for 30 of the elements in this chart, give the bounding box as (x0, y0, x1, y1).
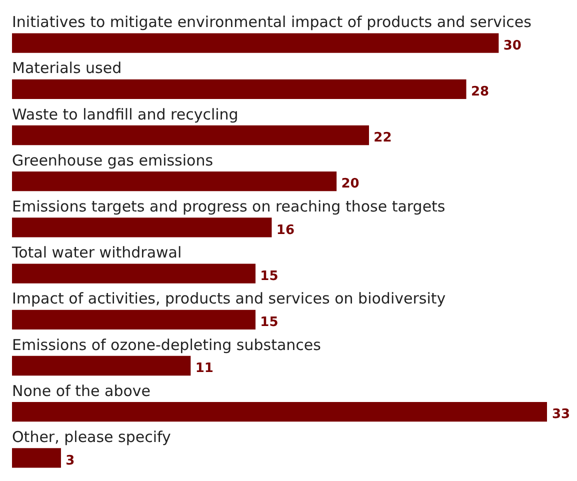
bar (12, 448, 61, 468)
bar (12, 218, 272, 238)
y-tick-label: Materials used (12, 59, 122, 78)
y-tick-label: Emissions of ozone-depleting substances (12, 336, 322, 354)
y-tick-label: None of the above (12, 382, 151, 400)
bar (12, 356, 191, 376)
data-label: 11 (195, 361, 214, 376)
y-tick-label: Greenhouse gas emissions (12, 151, 214, 170)
y-tick-label: Waste to landfill and recycling (12, 105, 238, 124)
y-tick-label: Total water withdrawal (11, 244, 182, 262)
y-tick-label: Initiatives to mitigate environmental impact of products and services (12, 13, 532, 32)
y-tick-label: Other, please specify (12, 428, 172, 446)
bar (12, 402, 547, 422)
y-tick-label: Impact of activities, products and services on biodiversity (12, 290, 446, 308)
data-label: 15 (260, 315, 278, 330)
data-label: 30 (503, 38, 522, 54)
data-label: 22 (374, 130, 392, 146)
data-label: 3 (66, 453, 75, 468)
data-label: 28 (470, 84, 490, 100)
data-label: 33 (552, 407, 570, 422)
y-tick-label: Emissions targets and progress on reaching those targets (12, 197, 446, 216)
bar (12, 79, 466, 99)
bar (12, 125, 369, 146)
bar (12, 264, 256, 284)
data-label: 15 (260, 268, 278, 284)
bar (12, 172, 337, 192)
bar (12, 310, 256, 330)
data-label: 20 (341, 176, 360, 192)
data-label: 16 (276, 222, 294, 238)
bar (12, 33, 499, 53)
